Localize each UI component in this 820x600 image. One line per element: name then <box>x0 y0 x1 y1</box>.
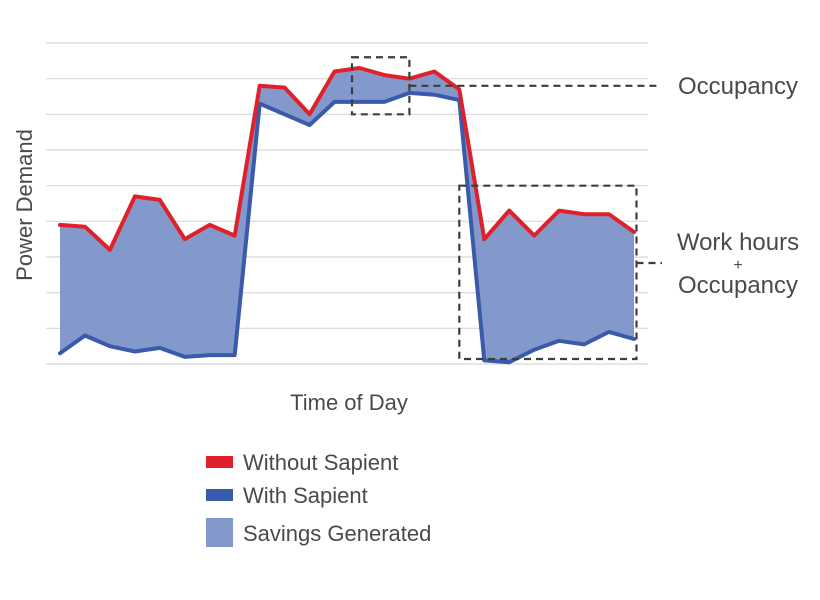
annotation-work-hours-line: + <box>733 257 742 274</box>
legend-swatch-savings-generated <box>206 518 233 547</box>
legend-label-without-sapient: Without Sapient <box>243 450 398 475</box>
legend-label-with-sapient: With Sapient <box>243 483 368 508</box>
legend-swatch-without-sapient <box>206 456 233 468</box>
series-line-without-sapient <box>58 66 636 252</box>
work-hours-box <box>458 184 638 361</box>
savings-area <box>60 68 634 363</box>
series-line-with-sapient <box>58 90 636 365</box>
annotation-work-hours-line: Occupancy <box>678 272 798 299</box>
legend-swatch-with-sapient <box>206 489 233 501</box>
x-axis-label: Time of Day <box>290 390 408 415</box>
series-lines <box>58 66 636 365</box>
legend-item-without-sapient: Without Sapient <box>206 450 398 475</box>
legend-item-with-sapient: With Sapient <box>206 483 368 508</box>
legend-item-savings-generated: Savings Generated <box>206 518 431 547</box>
legend-label-savings-generated: Savings Generated <box>243 521 431 546</box>
y-axis-label: Power Demand <box>12 129 37 281</box>
legend: Without Sapient With Sapient Savings Gen… <box>206 450 431 547</box>
savings-area-layer <box>60 68 634 363</box>
annotation-occupancy: Occupancy <box>678 73 798 100</box>
annotation-work-hours-line: Work hours <box>677 229 799 256</box>
